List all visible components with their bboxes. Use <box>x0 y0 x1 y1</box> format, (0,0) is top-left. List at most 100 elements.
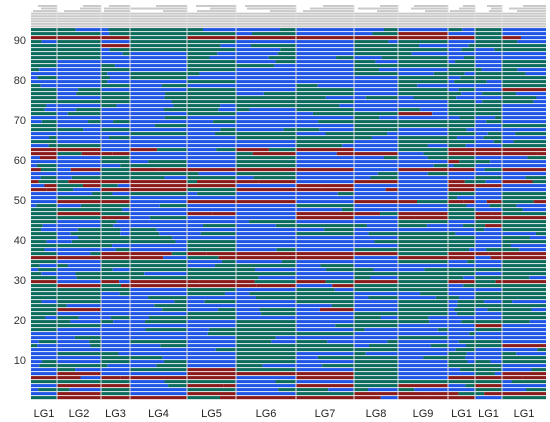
heatmap-cell <box>475 160 491 164</box>
heatmap-cell <box>475 92 483 96</box>
heatmap-cell <box>502 380 512 384</box>
heatmap-cell <box>417 84 448 88</box>
heatmap-cell <box>110 316 130 320</box>
y-tick-label: 50 <box>14 195 26 207</box>
heatmap-cell <box>253 176 296 180</box>
header-line <box>502 25 546 28</box>
heatmap-cell <box>280 28 296 32</box>
heatmap-cell <box>31 340 39 344</box>
group-labels: LG1 LG2 LG3 LG4 LG5 LG6 LG7 LG8 LG9 LG1 LG1 LG1 <box>34 408 535 420</box>
heatmap-cell <box>70 232 101 236</box>
heatmap-cell <box>187 380 236 384</box>
heatmap-cell <box>31 28 57 32</box>
heatmap-cell <box>448 124 475 128</box>
heatmap-cell <box>31 84 41 88</box>
heatmap-cell <box>319 128 354 132</box>
heatmap-cell <box>296 316 354 320</box>
heatmap-cell <box>525 176 546 180</box>
heatmap-cell <box>354 320 398 324</box>
heatmap-cell <box>57 336 75 340</box>
heatmap-cell <box>325 132 354 136</box>
heatmap-cell <box>448 212 475 216</box>
heatmap-cell <box>57 180 69 184</box>
heatmap-cell <box>120 228 130 232</box>
heatmap-cell <box>398 268 425 272</box>
heatmap-cell <box>187 388 236 392</box>
heatmap-cell <box>502 64 546 68</box>
heatmap-cell <box>324 228 354 232</box>
heatmap-cell <box>252 152 296 156</box>
heatmap-cell <box>475 284 502 288</box>
y-tick-label: 80 <box>14 75 26 87</box>
heatmap-cell <box>236 284 257 288</box>
heatmap-cell <box>101 284 122 288</box>
heatmap-cell <box>461 48 475 52</box>
heatmap-cell <box>502 252 546 256</box>
heatmap-cell <box>354 148 398 152</box>
header-line <box>411 7 448 10</box>
group-label: LG9 <box>413 408 434 420</box>
header-line <box>323 5 354 7</box>
heatmap-cell <box>457 304 475 308</box>
heatmap-cell <box>101 92 130 96</box>
header-line <box>463 5 475 7</box>
heatmap-cell <box>112 152 130 156</box>
heatmap-cell <box>81 152 101 156</box>
heatmap-cell <box>31 312 57 316</box>
heatmap-cell <box>533 100 546 104</box>
heatmap-cell <box>354 388 369 392</box>
heatmap-cell <box>130 68 187 72</box>
heatmap-cell <box>296 88 354 92</box>
heatmap-cell <box>398 92 448 96</box>
heatmap-cell <box>236 288 296 292</box>
header-line <box>523 5 546 7</box>
heatmap-cell <box>475 156 502 160</box>
heatmap-cell <box>322 364 354 368</box>
header-line <box>236 22 296 25</box>
heatmap-cell <box>187 224 204 228</box>
heatmap-cell <box>130 352 187 356</box>
heatmap-cell <box>171 252 187 256</box>
heatmap-cell <box>236 300 296 304</box>
heatmap-cell <box>296 72 354 76</box>
heatmap-cell <box>354 180 398 184</box>
heatmap-cell <box>296 28 354 32</box>
heatmap-cell <box>187 28 203 32</box>
heatmap-cell <box>31 236 57 240</box>
header-line <box>156 5 187 7</box>
heatmap-cell <box>31 392 57 396</box>
heatmap-cell <box>236 280 255 284</box>
heatmap-cell <box>420 292 448 296</box>
heatmap-cell <box>475 396 502 400</box>
heatmap-cell <box>187 204 236 208</box>
heatmap-cell <box>187 128 221 132</box>
heatmap-cell <box>219 396 236 400</box>
heatmap-cell <box>31 64 57 68</box>
heatmap-cell <box>57 284 101 288</box>
heatmap-cell <box>57 264 69 268</box>
heatmap-cell <box>448 160 460 164</box>
heatmap-cell <box>107 364 130 368</box>
heatmap-cell <box>256 296 296 300</box>
heatmap-cell <box>354 172 378 176</box>
header-line <box>448 25 475 28</box>
header-line <box>101 17 130 20</box>
heatmap-cell <box>456 136 475 140</box>
heatmap-cell <box>458 392 475 396</box>
heatmap-cell <box>502 220 546 224</box>
heatmap-cell <box>130 304 155 308</box>
heatmap-cell <box>354 196 398 200</box>
heatmap-cell <box>57 196 101 200</box>
heatmap-cell <box>31 240 47 244</box>
heatmap-cell <box>44 184 57 188</box>
heatmap-cell <box>502 368 532 372</box>
heatmap-cell <box>57 56 101 60</box>
heatmap-cell <box>475 384 502 388</box>
heatmap-cell <box>236 264 296 268</box>
heatmap-cell <box>502 84 546 88</box>
heatmap-cell <box>296 256 354 260</box>
heatmap-cell <box>398 208 448 212</box>
heatmap-cell <box>236 120 296 124</box>
heatmap-cell <box>493 140 502 144</box>
heatmap-cell <box>502 352 517 356</box>
